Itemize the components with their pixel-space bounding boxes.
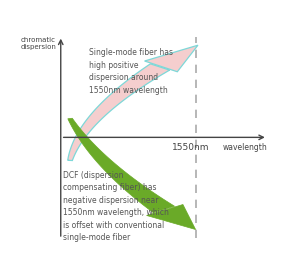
Text: Single-mode fiber has
high positive
dispersion around
1550nm wavelength: Single-mode fiber has high positive disp… bbox=[89, 48, 173, 95]
Text: wavelength: wavelength bbox=[223, 143, 268, 152]
Polygon shape bbox=[68, 64, 170, 160]
Polygon shape bbox=[68, 118, 175, 213]
Polygon shape bbox=[145, 45, 198, 72]
Polygon shape bbox=[147, 205, 196, 230]
Text: 1550nm: 1550nm bbox=[172, 143, 210, 152]
Text: chromatic
dispersion: chromatic dispersion bbox=[20, 37, 56, 50]
Text: DCF (dispersion
compensating fiber) has
negative dispersion near
1550nm waveleng: DCF (dispersion compensating fiber) has … bbox=[63, 171, 169, 242]
